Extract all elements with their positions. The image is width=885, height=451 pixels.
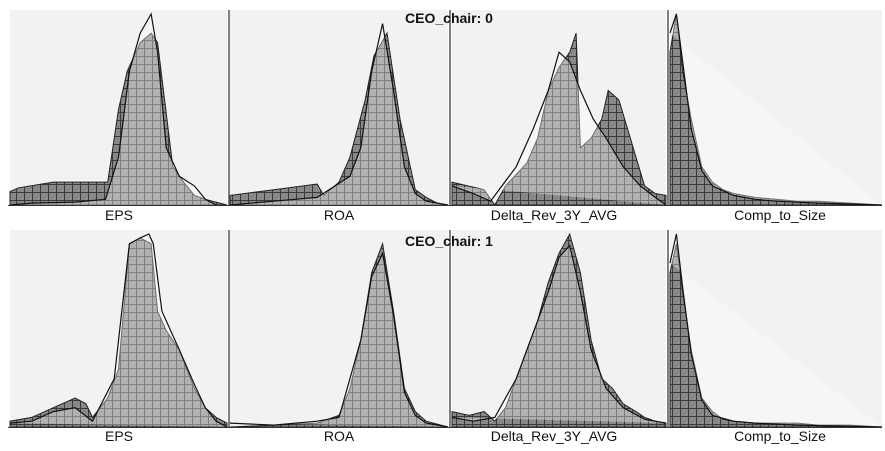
- histogram-area: [229, 31, 449, 206]
- density-curve: [669, 13, 883, 206]
- variable-label: EPS: [105, 207, 133, 223]
- histogram-area: [451, 32, 667, 206]
- density-curve: [9, 233, 228, 428]
- panel-EPS: EPS: [9, 12, 228, 223]
- panel-Comp_to_Size: Comp_to_Size: [669, 233, 883, 444]
- group-title: CEO_chair: 1: [405, 233, 493, 249]
- variable-label: Comp_to_Size: [734, 207, 826, 223]
- panel-background: [230, 10, 448, 205]
- variable-label: ROA: [324, 207, 355, 223]
- panel-Delta_Rev_3Y_AVG: Delta_Rev_3Y_AVG: [451, 32, 667, 223]
- group-title: CEO_chair: 0: [405, 10, 493, 26]
- density-curve: [229, 23, 449, 206]
- panel-EPS: EPS: [9, 233, 228, 444]
- histogram-area: [9, 32, 228, 206]
- variable-label: ROA: [324, 428, 355, 444]
- variable-label: Delta_Rev_3Y_AVG: [491, 207, 618, 223]
- variable-label: Comp_to_Size: [734, 428, 826, 444]
- panel-Comp_to_Size: Comp_to_Size: [669, 13, 883, 223]
- histogram-area: [669, 13, 883, 206]
- panel-ROA: ROA: [229, 23, 449, 223]
- density-curve: [451, 244, 667, 424]
- density-curve: [229, 251, 449, 428]
- density-curve: [451, 51, 667, 206]
- panel-Delta_Rev_3Y_AVG: Delta_Rev_3Y_AVG: [451, 232, 667, 444]
- histogram-area: [229, 241, 449, 428]
- panel-background: [670, 230, 882, 427]
- density-curve: [669, 233, 883, 428]
- group-1: EPS ROA Delta_Rev_3Y_AVG Comp_to_Size CEO_ch…: [8, 230, 883, 444]
- variable-label: EPS: [105, 428, 133, 444]
- panel-background: [230, 230, 448, 427]
- variable-label: Delta_Rev_3Y_AVG: [491, 428, 618, 444]
- panel-ROA: ROA: [229, 241, 449, 444]
- group-0: EPS ROA Delta_Rev_3Y_AVG Comp_to_Size CEO_ch…: [8, 10, 883, 223]
- density-curve: [9, 12, 217, 206]
